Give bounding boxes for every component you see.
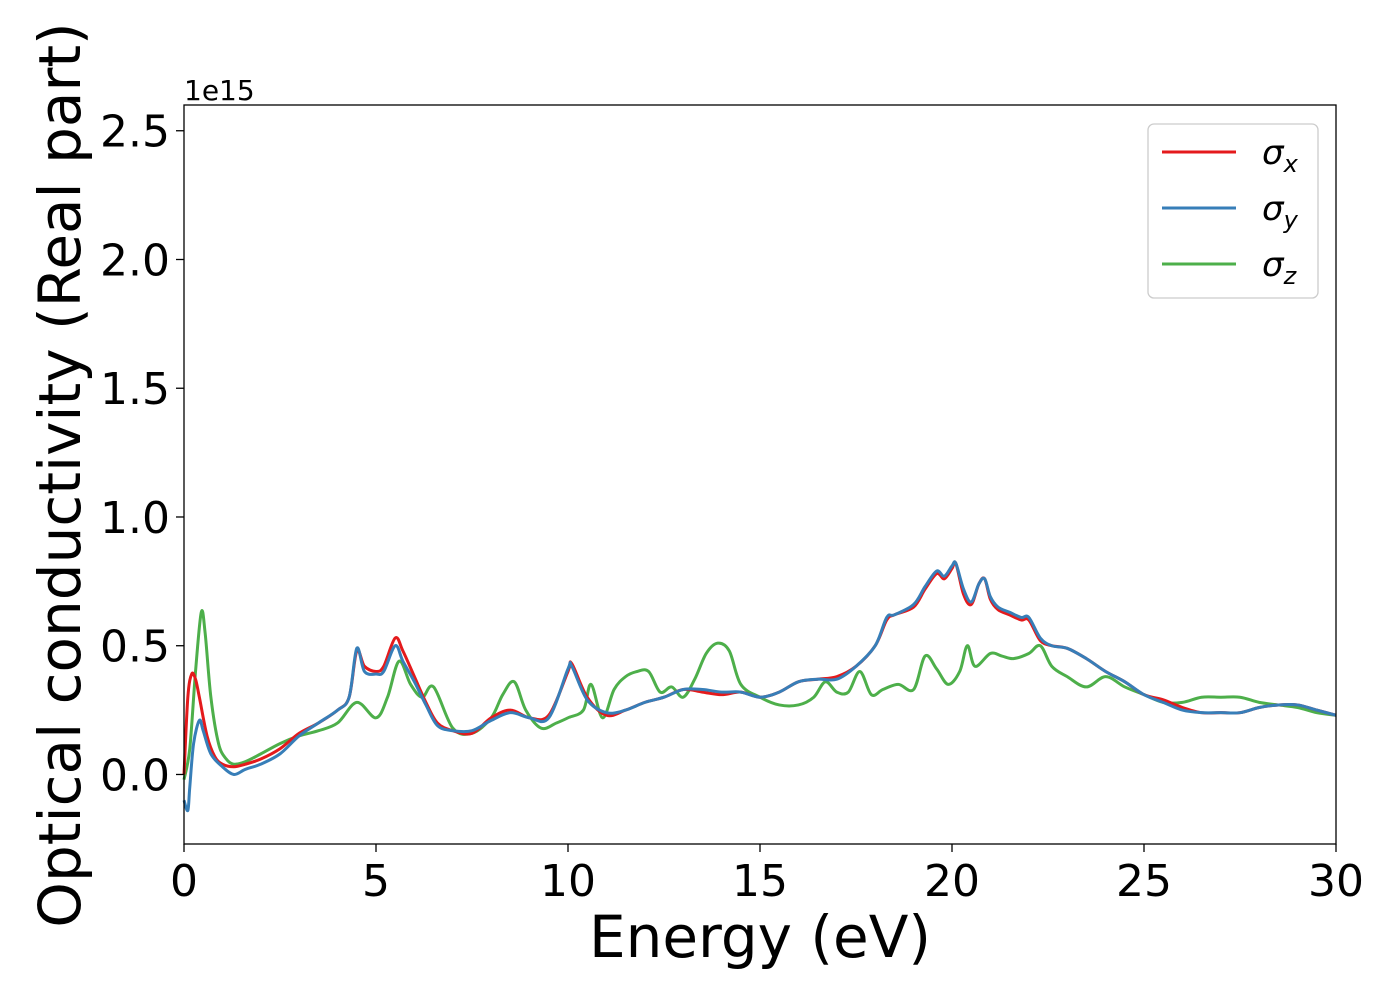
y-axis-ticks: 0.0 0.5 1.0 1.5 2.0 2.5 — [100, 107, 184, 801]
legend-items: σx σy σz — [1162, 133, 1299, 290]
y-tick-label: 1.0 — [100, 493, 170, 544]
y-tick-label: 0.5 — [100, 622, 170, 673]
x-tick-label: 20 — [924, 856, 980, 907]
legend-box — [1147, 123, 1319, 299]
legend: σx σy σz — [1147, 123, 1319, 299]
legend-label-sigma-y: σy — [1262, 189, 1299, 234]
y-tick-label: 2.5 — [100, 107, 170, 158]
y-axis-label: Optical conductivity (Real part) — [26, 22, 94, 927]
y-tick-label: 2.0 — [100, 235, 170, 286]
x-axis-label: Energy (eV) — [589, 903, 931, 971]
plot-area — [184, 105, 1336, 844]
x-tick-label: 25 — [1116, 856, 1172, 907]
y-tick-label: 0.0 — [100, 750, 170, 801]
x-tick-label: 30 — [1308, 856, 1364, 907]
y-tick-label: 1.5 — [100, 364, 170, 415]
x-tick-label: 10 — [540, 856, 596, 907]
series-line-sigma-y — [182, 560, 1337, 813]
series-line-sigma-z — [182, 609, 1337, 780]
x-tick-label: 15 — [732, 856, 788, 907]
series-lines — [182, 560, 1337, 813]
legend-label-sigma-x: σx — [1262, 133, 1299, 178]
x-axis-ticks: 0 5 10 15 20 25 30 — [170, 844, 1364, 907]
y-axis-offset-label: 1e15 — [184, 74, 255, 107]
legend-label-sigma-z: σz — [1262, 245, 1298, 290]
x-tick-label: 0 — [170, 856, 198, 907]
x-tick-label: 5 — [362, 856, 390, 907]
